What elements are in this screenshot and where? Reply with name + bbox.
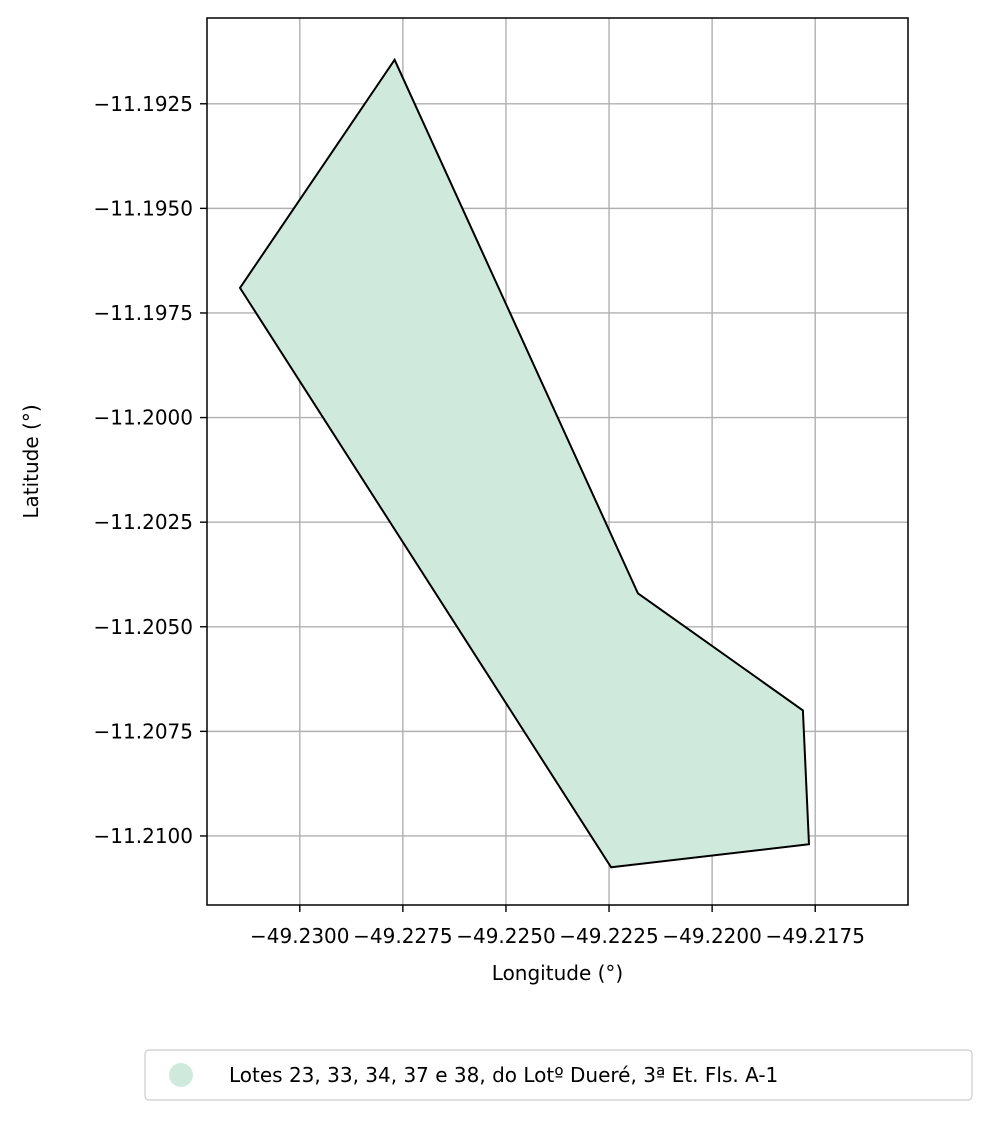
y-tick-label: −11.2075 [94, 719, 193, 743]
x-tick-label: −49.2225 [559, 924, 658, 948]
polygon-layer [238, 57, 811, 869]
x-tick-label: −49.2300 [250, 924, 349, 948]
y-tick-label: −11.2025 [94, 510, 193, 534]
x-tick-label: −49.2250 [456, 924, 555, 948]
x-tick-label: −49.2175 [765, 924, 864, 948]
y-tick-label: −11.2000 [94, 406, 193, 430]
legend-label: Lotes 23, 33, 34, 37 e 38, do Lotº Dueré… [229, 1063, 778, 1087]
y-tick-label: −11.2050 [94, 615, 193, 639]
x-tick-label: −49.2200 [662, 924, 761, 948]
x-axis-title: Longitude (°) [492, 961, 623, 985]
legend-box [144, 1049, 973, 1101]
plot-frame [206, 17, 909, 906]
x-tick-label: −49.2275 [353, 924, 452, 948]
y-tick-label: −11.2100 [94, 824, 193, 848]
legend-marker [169, 1063, 193, 1087]
x-axis-ticks: −49.2300 −49.2275 −49.2250 −49.2225 −49.2200… [250, 905, 865, 948]
y-axis-ticks: −11.1925 −11.1950 −11.1975 −11.2000 −11.2025… [94, 92, 207, 848]
y-axis-title: Latitude (°) [19, 404, 43, 518]
lot-polygon [238, 57, 811, 869]
y-tick-label: −11.1950 [94, 196, 193, 220]
y-tick-label: −11.1975 [94, 301, 193, 325]
y-tick-label: −11.1925 [94, 92, 193, 116]
legend: Lotes 23, 33, 34, 37 e 38, do Lotº Dueré… [144, 1049, 973, 1101]
